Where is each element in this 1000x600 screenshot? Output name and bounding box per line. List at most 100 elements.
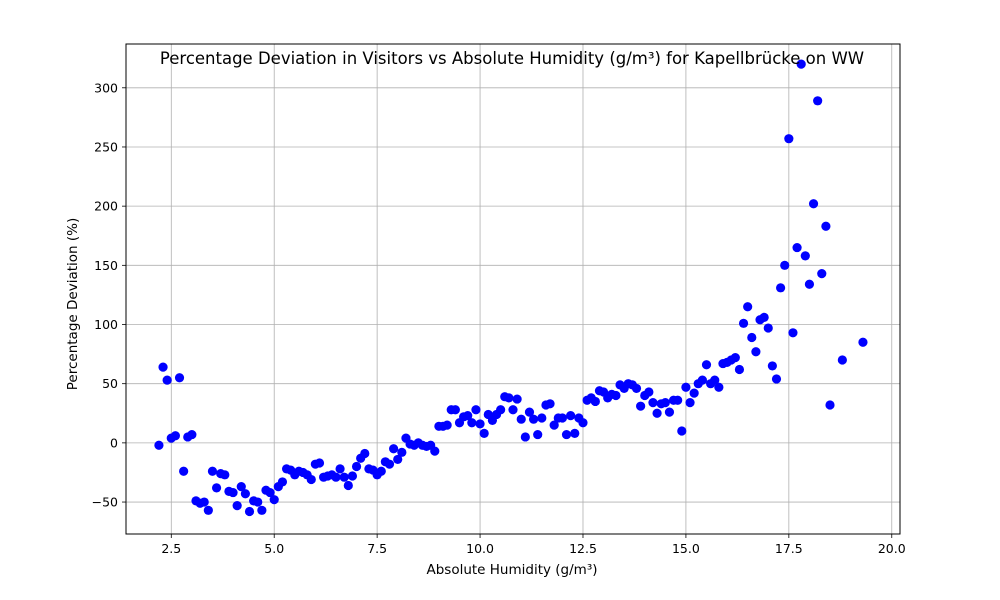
data-point <box>384 459 395 469</box>
data-point <box>442 420 452 430</box>
y-tick-label: 50 <box>102 376 118 391</box>
data-point <box>360 448 370 459</box>
data-point <box>516 414 526 424</box>
data-point <box>792 242 802 253</box>
data-point <box>314 458 325 468</box>
y-tick-label: 200 <box>94 199 118 214</box>
data-point <box>265 487 275 498</box>
data-point <box>808 199 819 209</box>
x-axis-label: Absolute Humidity (g/m³) <box>426 562 597 578</box>
x-axis-ticks: 2.5 5.0 7.5 10.0 12.5 15.0 17.5 20.0 <box>161 534 906 556</box>
data-point <box>537 413 547 423</box>
x-tick-label: 10.0 <box>466 541 494 556</box>
data-point <box>578 418 588 428</box>
data-point <box>471 405 481 415</box>
data-point <box>397 447 407 457</box>
data-point <box>351 461 362 472</box>
data-point <box>524 407 535 417</box>
data-point <box>335 464 345 474</box>
chart-title: Percentage Deviation in Visitors vs Abso… <box>160 49 864 68</box>
data-point <box>714 382 724 392</box>
data-point <box>837 355 847 365</box>
data-point <box>170 431 181 441</box>
x-tick-label: 20.0 <box>878 541 906 556</box>
x-tick-label: 15.0 <box>672 541 700 556</box>
data-point <box>821 221 831 231</box>
data-point <box>158 362 168 372</box>
data-point <box>767 361 777 371</box>
plot-area-frame <box>125 43 901 535</box>
data-point <box>430 446 440 456</box>
data-point <box>858 337 868 347</box>
data-point <box>277 477 288 487</box>
data-point <box>644 387 654 397</box>
data-point <box>784 134 794 144</box>
data-point <box>269 495 279 505</box>
y-axis-label: Percentage Deviation (%) <box>65 218 81 390</box>
data-point <box>734 364 745 375</box>
data-point <box>652 408 662 418</box>
data-point <box>475 419 485 429</box>
data-point <box>557 413 568 423</box>
data-points <box>154 59 868 517</box>
y-tick-label: 250 <box>94 139 118 154</box>
data-point <box>759 312 769 323</box>
data-point <box>203 505 213 515</box>
data-point <box>467 418 477 428</box>
data-point <box>187 429 197 440</box>
data-point <box>776 283 786 293</box>
data-point <box>566 411 576 421</box>
data-point <box>636 401 646 411</box>
data-point <box>780 260 790 270</box>
data-point <box>697 375 707 385</box>
data-point <box>813 96 823 106</box>
data-point <box>771 374 782 384</box>
data-point <box>220 470 230 480</box>
data-point <box>376 466 386 476</box>
data-point <box>232 500 242 511</box>
data-point <box>253 497 263 507</box>
data-point <box>743 302 753 312</box>
data-point <box>450 405 460 415</box>
data-point <box>331 472 341 482</box>
data-point <box>800 251 810 261</box>
data-point <box>561 429 572 440</box>
data-point <box>747 332 757 343</box>
x-tick-label: 17.5 <box>775 541 803 556</box>
y-tick-label: 0 <box>110 435 118 450</box>
data-point <box>710 375 720 385</box>
y-tick-label: 100 <box>94 317 118 332</box>
data-point <box>228 487 238 498</box>
y-tick-label: 150 <box>94 258 118 273</box>
y-axis-ticks: −50 0 50 100 150 200 250 300 <box>92 80 126 510</box>
data-point <box>207 466 218 476</box>
data-point <box>512 394 522 404</box>
data-point <box>611 390 621 401</box>
data-point <box>257 505 267 515</box>
data-point <box>393 454 403 465</box>
data-point <box>508 405 518 415</box>
data-point <box>463 411 473 421</box>
data-point <box>236 482 246 492</box>
data-point <box>389 444 399 454</box>
data-point <box>240 489 250 499</box>
data-point <box>174 373 185 383</box>
grid-lines <box>126 44 900 534</box>
data-point <box>685 398 695 408</box>
data-point <box>496 405 506 415</box>
data-point <box>211 483 222 493</box>
x-tick-label: 5.0 <box>264 541 284 556</box>
data-point <box>763 323 773 333</box>
y-tick-label: −50 <box>92 495 118 510</box>
x-tick-label: 12.5 <box>569 541 597 556</box>
data-point <box>689 388 699 398</box>
data-point <box>664 407 675 417</box>
data-point <box>179 466 189 476</box>
data-point <box>479 428 489 438</box>
data-point <box>804 279 815 289</box>
data-point <box>347 471 358 481</box>
data-point <box>244 506 255 517</box>
data-point <box>339 472 349 482</box>
